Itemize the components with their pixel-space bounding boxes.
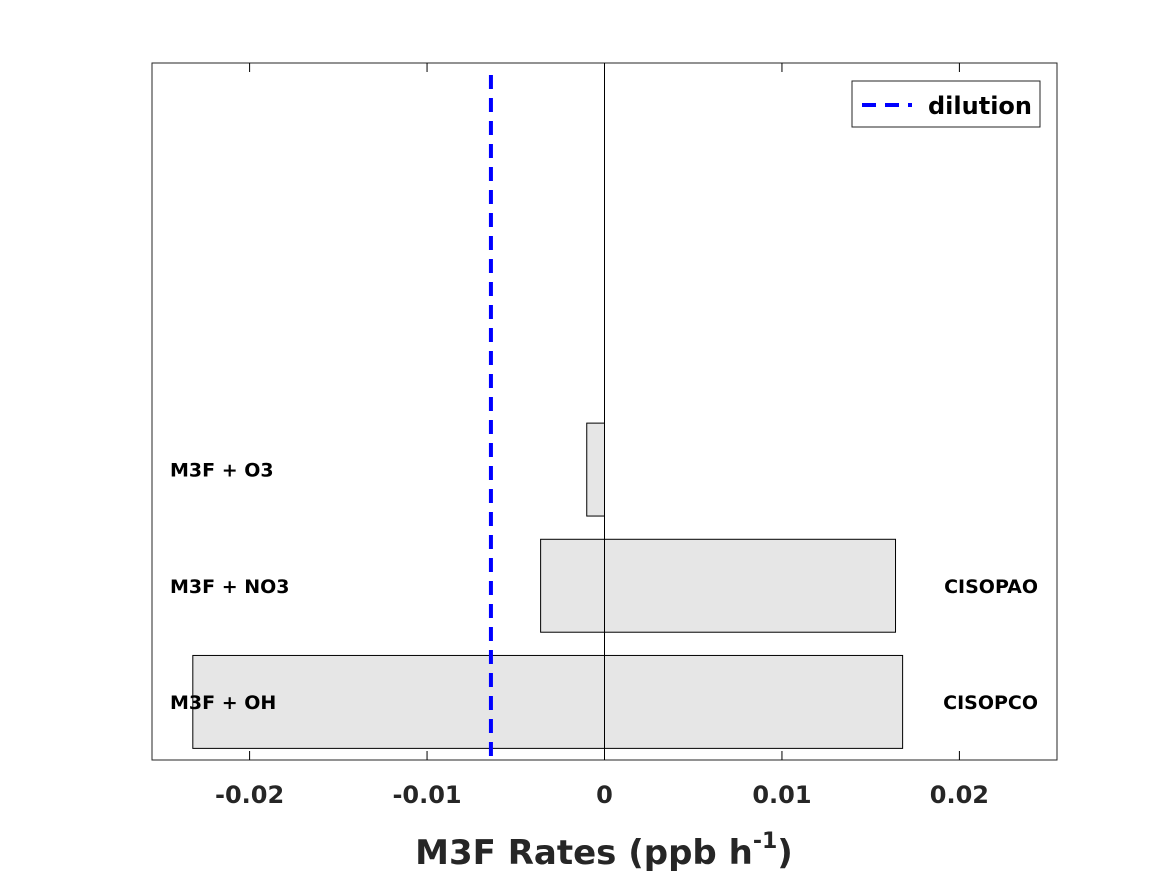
x-axis-title-main: M3F Rates (ppb h: [415, 833, 753, 873]
x-tick-label: -0.01: [392, 781, 461, 809]
category-label: M3F + O3: [170, 460, 274, 482]
category-labels: M3F + OH M3F + NO3 M3F + O3: [170, 460, 290, 714]
category-label: M3F + NO3: [170, 576, 290, 598]
legend: dilution: [851, 80, 1041, 128]
bars-group: [192, 422, 904, 749]
x-tick-label: 0: [596, 781, 613, 809]
loss-bar: [540, 538, 606, 633]
x-axis-title-superscript: -1: [753, 829, 777, 854]
product-label: CISOPAO: [944, 576, 1038, 598]
x-tick-label: 0.01: [752, 781, 811, 809]
production-bar: [604, 654, 904, 749]
x-ticks: -0.02 -0.01 0 0.01 0.02: [215, 63, 989, 809]
x-axis-title-end: ): [777, 833, 793, 873]
legend-dilution-label: dilution: [928, 92, 1032, 120]
loss-bar: [192, 654, 605, 749]
production-bar: [604, 538, 897, 633]
x-tick-label: -0.02: [215, 781, 284, 809]
x-tick-label: 0.02: [930, 781, 989, 809]
x-axis-title: M3F Rates (ppb h-1): [415, 829, 793, 873]
legend-box: [851, 80, 1041, 128]
product-labels: CISOPCO CISOPAO: [943, 576, 1038, 714]
loss-bar: [586, 422, 605, 517]
product-label: CISOPCO: [943, 692, 1038, 714]
category-label: M3F + OH: [170, 692, 276, 714]
